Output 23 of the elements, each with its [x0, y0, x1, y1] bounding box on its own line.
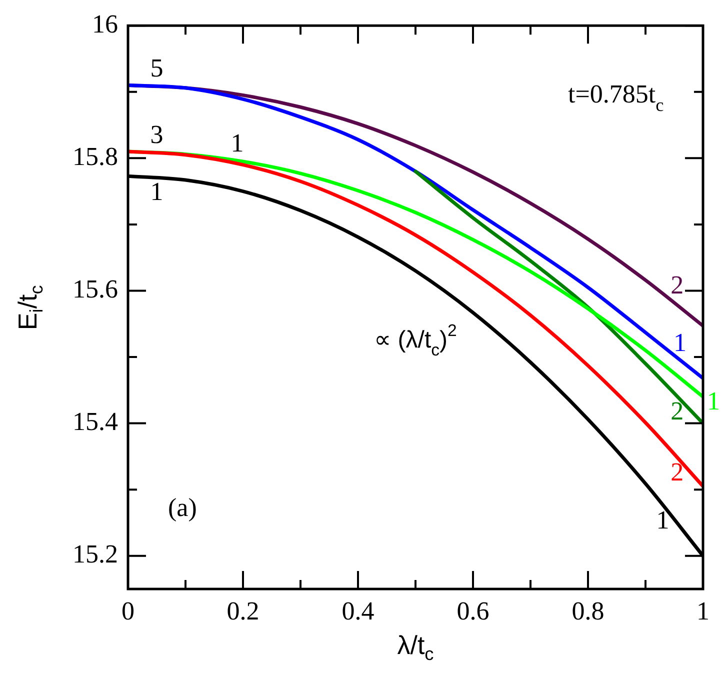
y-tick-label: 15.8 [72, 142, 118, 171]
x-axis-title: λ/t$_{c}$ [396, 630, 435, 666]
x-tick-label: 0.6 [456, 596, 490, 626]
x-tick-label: 0.2 [226, 596, 260, 626]
x-tick-label: 0.8 [572, 596, 604, 626]
y-tick-label: 15.4 [72, 407, 118, 436]
annotation: 5 [150, 54, 164, 83]
annotation: 1 [707, 386, 720, 416]
annotation: 2 [670, 396, 684, 426]
x-tick-label: 0 [122, 596, 134, 626]
x-tick-label: 1 [696, 596, 710, 626]
annotation: 1 [230, 128, 244, 158]
annotation: 2 [670, 458, 684, 487]
y-tick-label: 15.2 [72, 540, 118, 569]
annotation: 1 [656, 505, 670, 534]
annotation: (a) [168, 492, 197, 522]
x-tick-label: 0.4 [342, 596, 374, 626]
y-tick-label: 16 [92, 9, 118, 38]
y-tick-label: 15.6 [72, 274, 118, 304]
annotation: 3 [150, 120, 164, 150]
annotation: 1 [150, 177, 164, 206]
annotation: 1 [674, 328, 686, 358]
annotation: 2 [670, 270, 684, 300]
